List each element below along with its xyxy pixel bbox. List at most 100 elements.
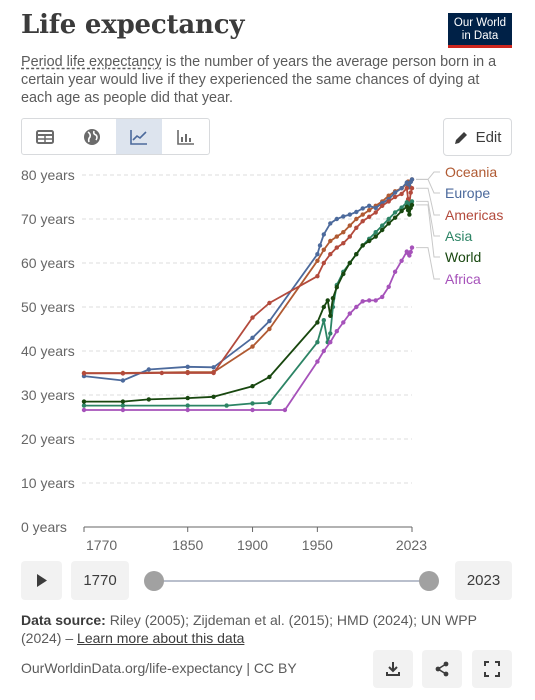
subtitle-term-link[interactable]: Period life expectancy	[21, 54, 162, 70]
data-point	[146, 367, 151, 372]
play-icon	[36, 574, 47, 587]
y-tick-label: 80 years	[21, 167, 75, 183]
data-point	[267, 300, 272, 306]
series-line-world	[84, 204, 413, 403]
map-icon	[84, 128, 101, 145]
legend-label-world: World	[445, 249, 481, 265]
data-point	[334, 329, 339, 334]
data-point	[347, 311, 352, 316]
data-point	[325, 298, 330, 303]
end-year-handle[interactable]	[419, 571, 439, 591]
data-point	[347, 260, 352, 266]
data-point	[409, 186, 415, 191]
data-point	[120, 371, 126, 376]
data-point	[392, 210, 398, 215]
owid-logo[interactable]: Our World in Data	[448, 13, 512, 48]
data-point	[380, 294, 385, 300]
share-button[interactable]	[422, 650, 462, 688]
source-label: Data source:	[21, 612, 106, 628]
data-point	[328, 331, 333, 336]
data-point	[185, 370, 190, 376]
source-text: Riley (2005); Zijdeman et al. (2015); HM…	[21, 612, 477, 646]
data-point	[211, 365, 216, 370]
data-point	[267, 374, 272, 380]
chart-subtitle: Period life expectancy is the number of …	[21, 53, 511, 107]
data-point	[267, 318, 272, 324]
data-point	[341, 271, 346, 277]
data-point	[367, 214, 372, 219]
y-tick-label: 0 years	[21, 519, 67, 535]
data-point	[185, 364, 190, 369]
data-point	[317, 243, 323, 248]
legend-label-africa: Africa	[445, 271, 481, 287]
data-point	[354, 209, 359, 215]
data-point	[408, 190, 413, 195]
x-tick-label: 2023	[396, 537, 427, 553]
data-point	[360, 243, 365, 248]
edit-button[interactable]: Edit	[443, 118, 512, 156]
legend-label-americas: Americas	[445, 207, 503, 223]
data-point	[211, 370, 216, 376]
tab-table[interactable]	[22, 119, 69, 154]
data-point	[185, 407, 190, 413]
data-point	[250, 335, 255, 340]
data-point	[392, 215, 398, 220]
data-point	[392, 269, 398, 274]
data-point	[315, 359, 320, 364]
tab-bar[interactable]	[162, 119, 209, 154]
data-point	[360, 299, 365, 304]
line-chart-icon	[130, 129, 147, 145]
data-point	[380, 227, 385, 233]
data-point	[404, 186, 409, 191]
data-point	[185, 403, 190, 408]
data-point	[373, 234, 378, 239]
x-tick-label: 1770	[86, 537, 117, 553]
data-point	[373, 298, 378, 303]
data-point	[120, 399, 126, 404]
data-point	[185, 395, 190, 401]
legend-connector	[416, 178, 440, 194]
bar-chart-icon	[176, 129, 194, 145]
timeline-track[interactable]	[152, 580, 431, 582]
data-point	[367, 238, 372, 244]
legend-connector	[416, 204, 440, 258]
start-year-handle[interactable]	[144, 571, 164, 591]
start-year-box[interactable]: 1770	[71, 561, 129, 600]
data-source: Data source: Riley (2005); Zijdeman et a…	[21, 611, 516, 647]
data-point	[341, 230, 346, 235]
tab-map[interactable]	[69, 119, 116, 154]
download-icon	[386, 662, 400, 676]
data-point	[373, 205, 378, 211]
download-button[interactable]	[373, 650, 413, 688]
legend-label-oceania: Oceania	[445, 164, 497, 180]
data-point	[367, 203, 372, 208]
legend-label-asia: Asia	[445, 228, 472, 244]
data-point	[250, 407, 255, 413]
data-point	[354, 252, 359, 257]
tab-chart[interactable]	[115, 119, 163, 154]
data-point	[367, 298, 372, 303]
data-point	[321, 260, 326, 266]
data-point	[360, 212, 365, 217]
data-point	[354, 216, 359, 222]
data-point	[380, 223, 385, 228]
data-point	[399, 258, 404, 263]
end-year-box[interactable]: 2023	[455, 561, 512, 600]
x-tick-label: 1950	[302, 537, 333, 553]
table-icon	[36, 129, 55, 144]
footer-url[interactable]: OurWorldinData.org/life-expectancy | CC …	[21, 660, 297, 676]
play-button[interactable]	[21, 561, 62, 600]
data-point	[386, 216, 391, 222]
legend-connector	[416, 200, 440, 237]
data-point	[341, 214, 346, 219]
data-point	[399, 186, 404, 191]
data-point	[81, 399, 87, 404]
data-point	[120, 407, 126, 413]
data-point	[315, 340, 320, 345]
fullscreen-button[interactable]	[472, 650, 512, 688]
series-line-asia	[84, 200, 413, 407]
learn-more-link[interactable]: Learn more about this data	[77, 630, 245, 646]
legend-label-europe: Europe	[445, 185, 490, 201]
data-point	[347, 223, 352, 228]
data-point	[328, 252, 333, 257]
